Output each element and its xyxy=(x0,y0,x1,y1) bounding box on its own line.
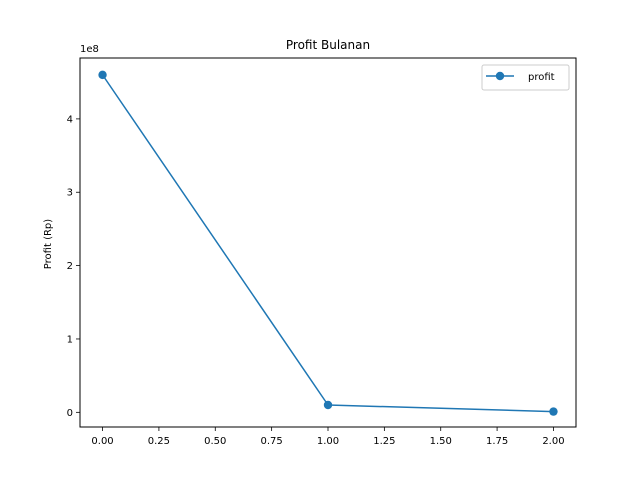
legend-box xyxy=(481,64,570,91)
legend-point-marker xyxy=(495,71,505,81)
x-tick-label: 1.00 xyxy=(317,436,339,447)
y-tick-label: 4 xyxy=(67,114,73,125)
x-tick-label: 0.25 xyxy=(148,436,170,447)
plot-frame xyxy=(79,57,577,428)
x-tick-label: 0.75 xyxy=(261,436,283,447)
y-axis-offset-label: 1e8 xyxy=(80,44,99,55)
x-tick-label: 0.50 xyxy=(204,436,226,447)
y-tick-label: 3 xyxy=(67,188,73,199)
y-tick-label: 1 xyxy=(67,334,73,345)
data-point xyxy=(549,407,558,416)
x-tick-label: 2.00 xyxy=(542,436,564,447)
y-axis: 0 1 2 3 4 xyxy=(67,114,80,419)
x-axis: 0.00 0.25 0.50 0.75 1.00 1.25 1.50 1.75 2.00 xyxy=(91,427,565,447)
y-tick-label: 0 xyxy=(67,408,73,419)
legend-label-profit: profit xyxy=(528,72,555,83)
data-point xyxy=(98,70,107,80)
plot-series xyxy=(98,70,558,416)
y-axis-label: Profit (Rp) xyxy=(43,219,54,269)
x-tick-label: 1.75 xyxy=(486,436,508,447)
x-tick-label: 1.50 xyxy=(430,436,452,447)
y-tick-label: 2 xyxy=(67,261,73,272)
x-tick-label: 0.00 xyxy=(91,436,113,447)
chart-title: Profit Bulanan xyxy=(286,38,370,52)
x-tick-label: 1.25 xyxy=(373,436,395,447)
data-point xyxy=(323,400,333,410)
legend: profit xyxy=(481,64,570,91)
